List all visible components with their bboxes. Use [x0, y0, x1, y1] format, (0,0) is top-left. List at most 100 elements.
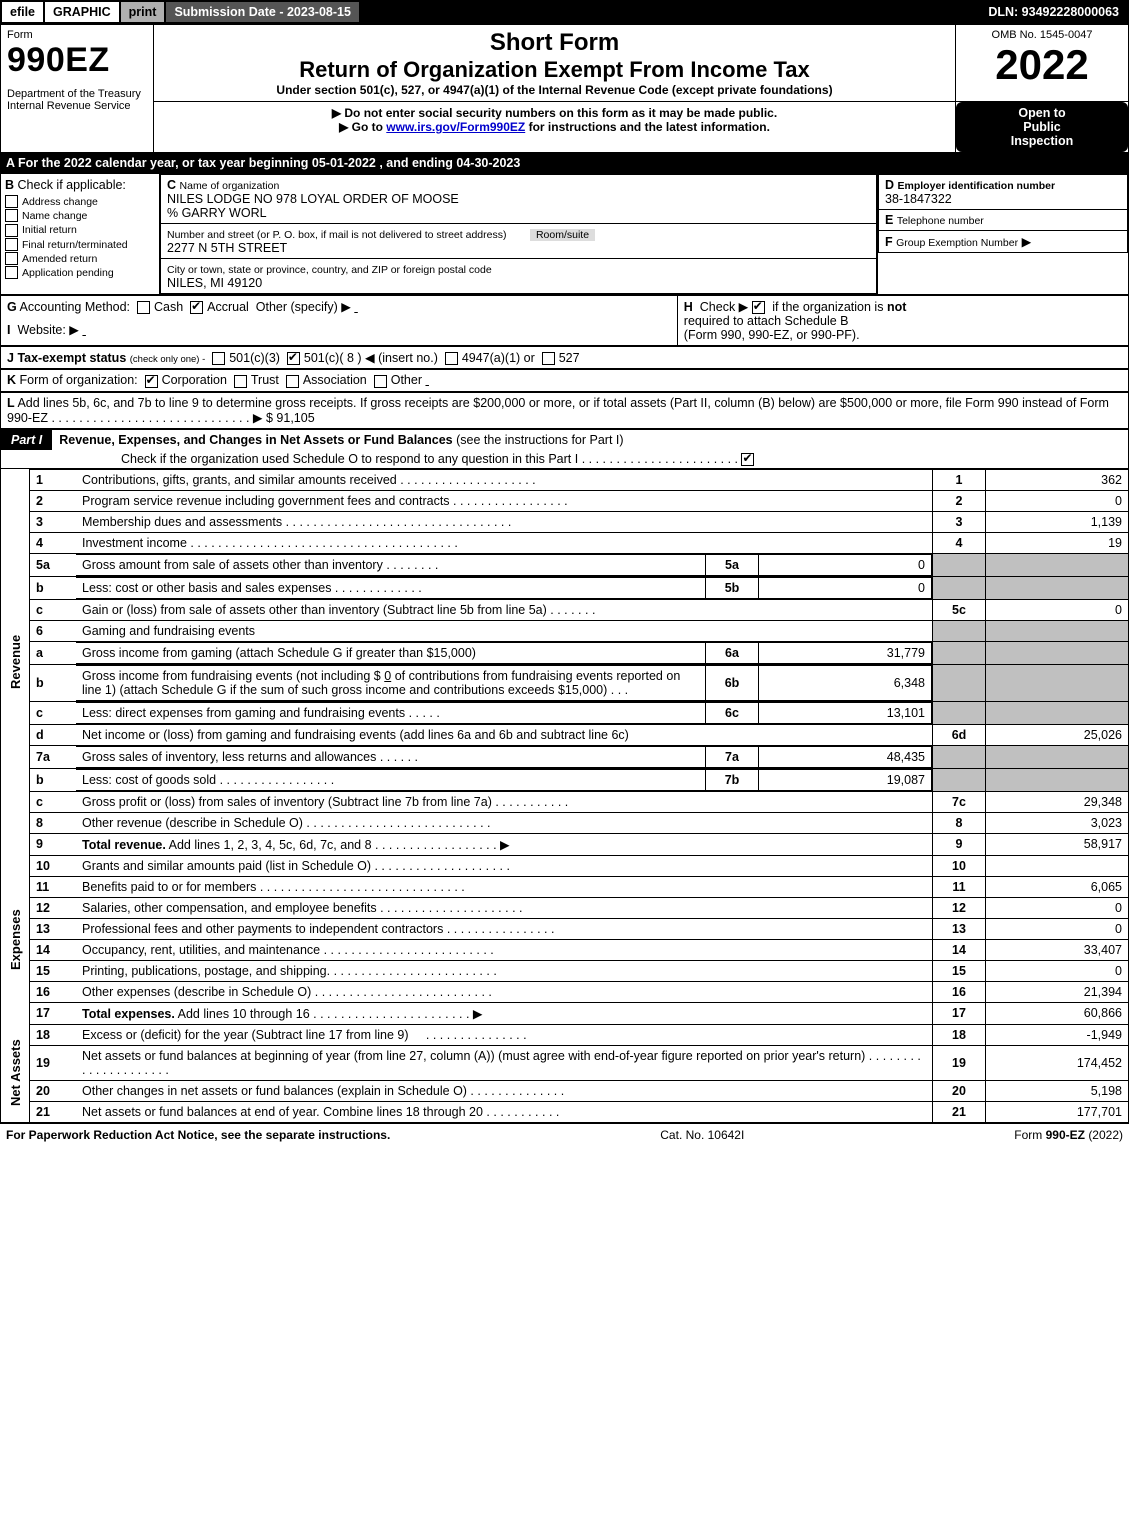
ein-label: Employer identification number: [898, 180, 1056, 192]
group-exemption-label: Group Exemption Number: [896, 237, 1018, 249]
form-label: Form: [7, 29, 147, 41]
other-org-checkbox[interactable]: [374, 375, 387, 388]
line-9-value: 58,917: [986, 833, 1129, 855]
section-k-label: K: [7, 373, 16, 387]
irs-link[interactable]: www.irs.gov/Form990EZ: [386, 120, 525, 134]
line-5b-value: 0: [759, 577, 932, 598]
other-specify-label: Other (specify) ▶: [256, 300, 351, 314]
catalog-number: Cat. No. 10642I: [660, 1128, 744, 1142]
expenses-side-label: Expenses: [1, 855, 30, 1024]
cash-checkbox[interactable]: [137, 301, 150, 314]
internal-revenue-service: Internal Revenue Service: [7, 100, 147, 112]
form-title: Return of Organization Exempt From Incom…: [160, 57, 949, 83]
section-g-label: G: [7, 300, 17, 314]
section-b-text: Check if applicable:: [18, 178, 126, 192]
501c3-checkbox[interactable]: [212, 352, 225, 365]
trust-checkbox[interactable]: [234, 375, 247, 388]
name-change-checkbox[interactable]: [5, 209, 18, 222]
section-b-label: B: [5, 178, 14, 192]
line-7b-value: 19,087: [759, 769, 932, 790]
street-address: 2277 N 5TH STREET: [167, 241, 287, 255]
line-6a-value: 31,779: [759, 642, 932, 663]
section-l-label: L: [7, 396, 15, 410]
501c-checkbox[interactable]: [287, 352, 300, 365]
4947a1-checkbox[interactable]: [445, 352, 458, 365]
top-bar-left: efile GRAPHIC print Submission Date - 20…: [2, 2, 361, 22]
section-h-label: H: [684, 300, 693, 314]
amended-return-checkbox[interactable]: [5, 252, 18, 265]
arrow-icon: ▶ Go to: [339, 120, 386, 134]
line-20-value: 5,198: [986, 1080, 1129, 1101]
schedule-o-used-checkbox[interactable]: [741, 453, 754, 466]
org-info-block: B Check if applicable: Address change Na…: [0, 173, 1129, 295]
city-state-zip: NILES, MI 49120: [167, 276, 262, 290]
line-5a-value: 0: [759, 554, 932, 575]
city-label: City or town, state or province, country…: [167, 264, 492, 276]
line-19-value: 174,452: [986, 1045, 1129, 1080]
application-pending-checkbox[interactable]: [5, 266, 18, 279]
line-13-value: 0: [986, 918, 1129, 939]
527-checkbox[interactable]: [542, 352, 555, 365]
omb-number: OMB No. 1545-0047: [962, 29, 1122, 41]
line-4-value: 19: [986, 532, 1129, 553]
line-3-value: 1,139: [986, 511, 1129, 532]
org-name: NILES LODGE NO 978 LOYAL ORDER OF MOOSE: [167, 192, 459, 206]
org-name-label: Name of organization: [180, 180, 280, 192]
line-10-value: [986, 855, 1129, 876]
addr-label: Number and street (or P. O. box, if mail…: [167, 229, 506, 241]
print-button[interactable]: print: [121, 2, 167, 22]
form-number: 990EZ: [7, 41, 147, 80]
gross-receipts-amount: $ 91,105: [266, 411, 315, 425]
section-i-label: I: [7, 323, 10, 337]
netassets-side-label: Net Assets: [1, 1024, 30, 1122]
initial-return-checkbox[interactable]: [5, 224, 18, 237]
graphic-label: GRAPHIC: [45, 2, 121, 22]
section-f-label: F: [885, 235, 893, 249]
care-of: % GARRY WORL: [167, 206, 267, 220]
line-18-value: -1,949: [986, 1024, 1129, 1045]
line-17-value: 60,866: [986, 1002, 1129, 1024]
paperwork-reduction-notice: For Paperwork Reduction Act Notice, see …: [6, 1128, 390, 1142]
schedule-b-not-required-checkbox[interactable]: [752, 301, 765, 314]
line-1-value: 362: [986, 469, 1129, 490]
note-goto: ▶ Go to www.irs.gov/Form990EZ for instru…: [160, 120, 949, 134]
accrual-checkbox[interactable]: [190, 301, 203, 314]
line-11-value: 6,065: [986, 876, 1129, 897]
efile-label: efile: [2, 2, 45, 22]
line-12-value: 0: [986, 897, 1129, 918]
page-footer: For Paperwork Reduction Act Notice, see …: [0, 1123, 1129, 1146]
dept-treasury: Department of the Treasury: [7, 88, 147, 100]
line-6c-value: 13,101: [759, 702, 932, 723]
ein: 38-1847322: [885, 192, 952, 206]
line-6d-value: 25,026: [986, 724, 1129, 745]
line-15-value: 0: [986, 960, 1129, 981]
note-ssn: ▶ Do not enter social security numbers o…: [160, 106, 949, 120]
line-16-value: 21,394: [986, 981, 1129, 1002]
line-7c-value: 29,348: [986, 791, 1129, 812]
telephone-label: Telephone number: [897, 215, 984, 227]
section-j-label: J: [7, 351, 14, 365]
addr-change-checkbox[interactable]: [5, 195, 18, 208]
corporation-checkbox[interactable]: [145, 375, 158, 388]
arrow-icon: ▶: [1022, 235, 1032, 249]
form-subtitle: Under section 501(c), 527, or 4947(a)(1)…: [160, 83, 949, 97]
section-a: A For the 2022 calendar year, or tax yea…: [0, 153, 1129, 173]
section-d-label: D: [885, 178, 894, 192]
submission-date-label: Submission Date - 2023-08-15: [166, 2, 360, 22]
revenue-side-label: Revenue: [1, 469, 30, 855]
part-i-title: Revenue, Expenses, and Changes in Net As…: [59, 433, 452, 447]
line-7a-value: 48,435: [759, 746, 932, 767]
accounting-method-label: Accounting Method:: [20, 300, 131, 314]
line-2-value: 0: [986, 490, 1129, 511]
association-checkbox[interactable]: [286, 375, 299, 388]
line-8-value: 3,023: [986, 812, 1129, 833]
form-header: Form 990EZ Department of the Treasury In…: [0, 24, 1129, 153]
section-c-label: C: [167, 178, 176, 192]
tax-year: 2022: [962, 41, 1122, 89]
line-14-value: 33,407: [986, 939, 1129, 960]
line-6b-value: 6,348: [759, 665, 932, 700]
part-i-tab: Part I: [1, 430, 52, 450]
top-bar: efile GRAPHIC print Submission Date - 20…: [0, 0, 1129, 24]
final-return-checkbox[interactable]: [5, 238, 18, 251]
line-21-value: 177,701: [986, 1101, 1129, 1122]
